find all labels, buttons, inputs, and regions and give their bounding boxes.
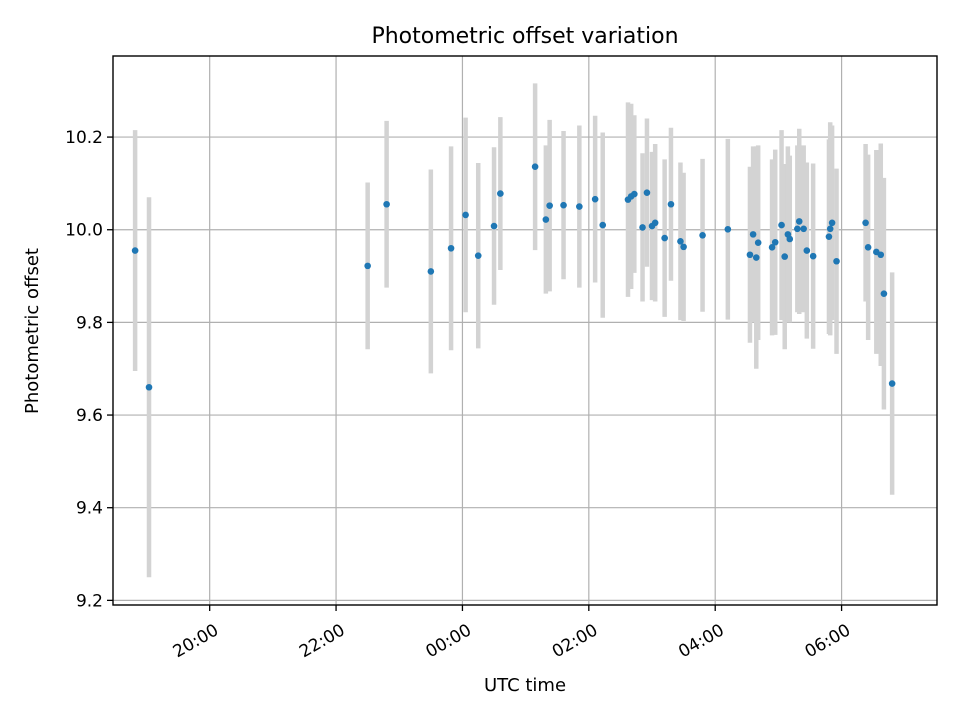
- data-point-32: [752, 254, 760, 261]
- data-point-1: [145, 383, 153, 391]
- data-point-15: [591, 195, 599, 203]
- y-tick-label-2: 9.6: [76, 406, 103, 426]
- data-point-4: [427, 268, 435, 275]
- data-point-39: [786, 235, 794, 243]
- data-point-35: [771, 238, 779, 246]
- data-point-21: [643, 189, 651, 196]
- data-point-26: [677, 238, 684, 245]
- x-axis-label: UTC time: [484, 675, 566, 696]
- y-tick-label-5: 10.2: [65, 128, 103, 148]
- y-tick-label-4: 10.0: [65, 221, 103, 241]
- data-point-29: [724, 225, 732, 233]
- data-point-7: [474, 252, 482, 259]
- data-point-53: [880, 290, 888, 297]
- data-point-3: [383, 200, 390, 208]
- data-point-48: [833, 257, 840, 265]
- x-tick-label-1: 22:00: [296, 620, 348, 662]
- data-point-10: [531, 163, 539, 171]
- data-point-49: [862, 219, 869, 227]
- data-point-24: [661, 234, 668, 242]
- y-axis-ticks: 9.2 9.4 9.6 9.8 10.0 10.2: [65, 128, 113, 611]
- data-point-31: [749, 231, 757, 238]
- data-points: [131, 163, 896, 391]
- data-point-5: [447, 244, 455, 252]
- data-point-25: [667, 200, 675, 208]
- x-tick-label-0: 20:00: [170, 620, 222, 662]
- data-point-2: [364, 262, 371, 270]
- data-point-45: [825, 233, 833, 240]
- y-axis-label: Photometric offset: [22, 248, 43, 414]
- data-point-16: [599, 221, 607, 229]
- data-point-41: [795, 218, 803, 225]
- x-tick-label-2: 00:00: [423, 620, 475, 662]
- chart-title: Photometric offset variation: [371, 24, 678, 49]
- data-point-42: [800, 225, 807, 233]
- data-point-0: [131, 247, 139, 254]
- data-point-20: [639, 224, 646, 231]
- data-point-52: [877, 251, 885, 259]
- data-point-23: [651, 219, 659, 227]
- data-point-12: [546, 202, 553, 209]
- data-point-27: [680, 243, 687, 251]
- y-tick-label-3: 9.8: [76, 313, 103, 333]
- data-point-11: [542, 216, 550, 223]
- data-point-36: [778, 221, 785, 229]
- data-point-8: [490, 222, 498, 230]
- x-axis-ticks: 20:00 22:00 00:00 02:00 04:00 06:00: [170, 605, 854, 662]
- data-point-9: [497, 190, 504, 197]
- x-tick-label-5: 06:00: [802, 620, 854, 662]
- x-tick-label-3: 02:00: [549, 620, 601, 662]
- data-point-44: [809, 252, 817, 260]
- data-point-30: [746, 251, 754, 259]
- grid: [113, 56, 937, 605]
- data-point-28: [699, 231, 706, 239]
- data-point-19: [631, 190, 638, 198]
- data-point-13: [560, 201, 567, 209]
- data-point-6: [462, 211, 469, 219]
- data-point-14: [576, 203, 583, 210]
- error-bars: [132, 83, 895, 578]
- y-tick-label-1: 9.4: [76, 499, 103, 519]
- data-point-33: [754, 239, 762, 247]
- data-point-50: [864, 244, 872, 251]
- data-point-47: [828, 219, 836, 227]
- data-point-40: [794, 225, 801, 233]
- data-point-43: [803, 247, 811, 254]
- data-point-37: [781, 253, 789, 260]
- data-point-54: [888, 380, 896, 387]
- plot-frame: [112, 55, 938, 606]
- data-point-46: [826, 225, 834, 233]
- data-point-34: [768, 244, 776, 251]
- x-tick-label-4: 04:00: [675, 620, 727, 662]
- y-tick-label-0: 9.2: [76, 591, 103, 611]
